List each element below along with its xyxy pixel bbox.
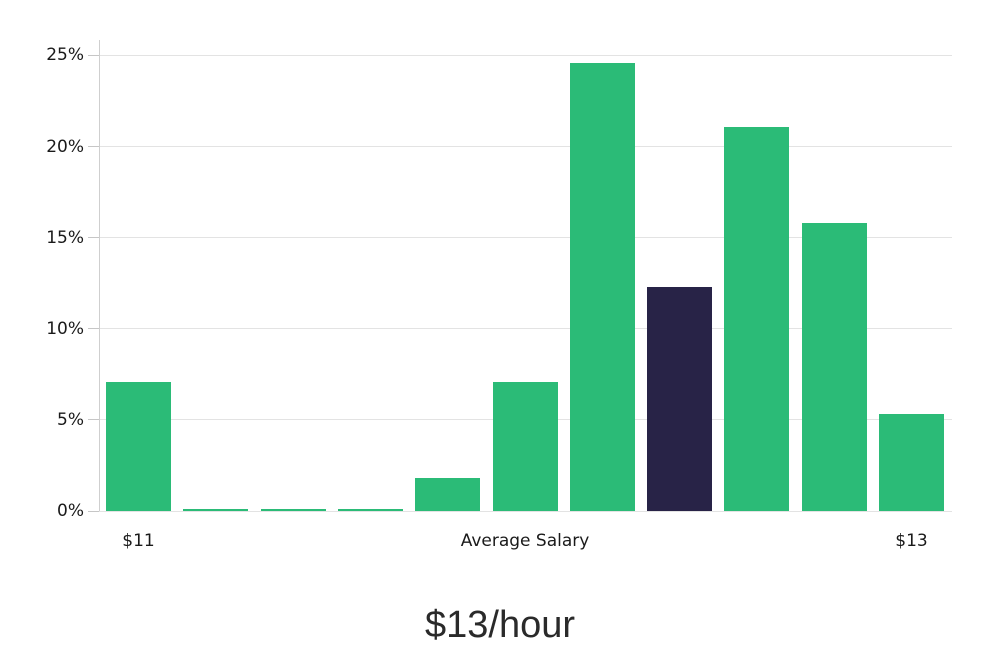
y-tick-15% [88,237,99,239]
histogram-bar [337,509,403,511]
gridline-20% [99,146,952,148]
histogram-bar [724,126,790,511]
y-axis-label-15%: 15% [46,227,84,248]
histogram-bar [879,414,944,511]
y-tick-5% [88,419,99,421]
chart-title: $13/hour [424,604,575,646]
y-tick-0% [88,510,99,512]
gridline-10% [99,328,952,330]
histogram-bar [260,509,326,511]
histogram-bar [183,509,249,511]
x-axis-label--13: $13 [895,531,928,551]
x-axis-label--11: $11 [122,531,155,551]
gridline-25% [99,54,952,56]
gridline-0% [99,510,952,512]
y-axis-line [99,40,100,511]
histogram-bar [569,62,635,511]
histogram-bar [106,381,171,511]
histogram-bar-highlighted [647,286,713,511]
histogram-bar [492,381,558,511]
plot-area [99,40,952,512]
y-axis-label-25%: 25% [46,45,84,66]
y-tick-20% [88,146,99,148]
y-axis-label-0%: 0% [57,501,84,521]
y-axis-label-5%: 5% [57,409,84,430]
y-axis-label-10%: 10% [46,318,84,339]
x-axis-label-average-salary: Average Salary [460,531,590,551]
y-tick-10% [88,328,99,330]
gridline-15% [99,237,952,239]
y-axis-label-20%: 20% [46,136,84,157]
histogram-bar [415,478,481,511]
histogram-bar [801,223,867,511]
y-tick-25% [88,54,99,56]
